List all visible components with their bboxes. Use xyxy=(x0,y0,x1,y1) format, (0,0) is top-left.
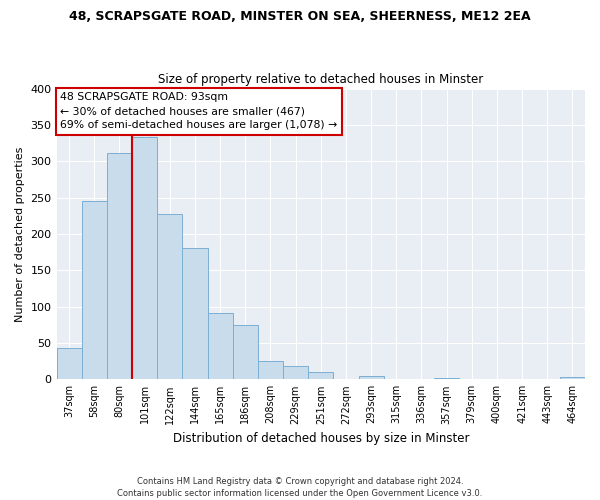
Bar xyxy=(359,376,383,380)
Title: Size of property relative to detached houses in Minster: Size of property relative to detached ho… xyxy=(158,73,484,86)
Bar xyxy=(308,372,334,380)
Text: 48, SCRAPSGATE ROAD, MINSTER ON SEA, SHEERNESS, ME12 2EA: 48, SCRAPSGATE ROAD, MINSTER ON SEA, SHE… xyxy=(69,10,531,23)
Bar xyxy=(233,325,258,380)
Bar xyxy=(258,361,283,380)
Y-axis label: Number of detached properties: Number of detached properties xyxy=(15,146,25,322)
Bar xyxy=(107,152,132,380)
Bar xyxy=(182,248,208,380)
Bar xyxy=(283,366,308,380)
Bar xyxy=(560,377,585,380)
X-axis label: Distribution of detached houses by size in Minster: Distribution of detached houses by size … xyxy=(173,432,469,445)
Text: 48 SCRAPSGATE ROAD: 93sqm
← 30% of detached houses are smaller (467)
69% of semi: 48 SCRAPSGATE ROAD: 93sqm ← 30% of detac… xyxy=(61,92,338,130)
Bar xyxy=(434,378,459,380)
Bar xyxy=(157,214,182,380)
Text: Contains HM Land Registry data © Crown copyright and database right 2024.
Contai: Contains HM Land Registry data © Crown c… xyxy=(118,476,482,498)
Bar xyxy=(82,201,107,380)
Bar xyxy=(56,348,82,380)
Bar xyxy=(208,313,233,380)
Bar xyxy=(132,138,157,380)
